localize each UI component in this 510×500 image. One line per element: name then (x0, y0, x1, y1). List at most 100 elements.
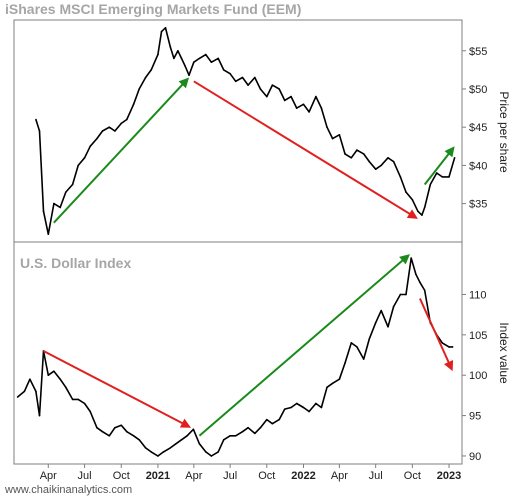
data-point (344, 153, 346, 155)
eem-arrows (53, 77, 455, 224)
x-tick-label: Oct (258, 470, 275, 482)
x-tick-label: 2022 (291, 470, 315, 482)
data-point (399, 176, 402, 178)
data-point (399, 293, 402, 296)
data-point (283, 99, 286, 102)
data-point (266, 95, 268, 98)
data-point (180, 57, 183, 60)
data-point (89, 145, 91, 148)
data-point (188, 74, 190, 77)
data-point (421, 214, 423, 216)
data-point (47, 233, 50, 235)
data-point (441, 342, 444, 344)
trend-arrow-shaft (193, 80, 412, 216)
data-point (441, 176, 444, 178)
dollar-ylabel: Index value (497, 322, 510, 384)
y-tick-label: $55 (469, 46, 487, 58)
data-point (350, 156, 353, 159)
data-point (83, 156, 86, 159)
data-point (132, 434, 135, 437)
eem-series (35, 26, 456, 235)
data-point (331, 382, 334, 385)
data-point (315, 402, 317, 405)
data-point (164, 27, 167, 29)
data-point (295, 107, 298, 109)
data-point (451, 346, 454, 348)
data-point (35, 390, 37, 393)
x-tick-label: Oct (113, 470, 130, 482)
data-point (16, 396, 19, 398)
data-point (290, 95, 292, 98)
dollar-arrows (43, 254, 454, 437)
data-point (101, 430, 104, 433)
data-point (415, 273, 417, 276)
data-point (144, 447, 147, 449)
data-point (410, 257, 412, 259)
data-point (177, 49, 179, 52)
data-point (192, 428, 195, 431)
data-point (271, 422, 274, 425)
x-tick-label: Apr (40, 470, 57, 482)
eem-ylabel: Price per share (497, 91, 510, 173)
trend-arrow-shaft (53, 82, 185, 224)
eem-title: iShares MSCI Emerging Markets Fund (EEM) (5, 1, 301, 17)
data-point (350, 342, 353, 344)
data-point (356, 149, 358, 151)
eem-y-axis: $35 $40 $45 $50 $55 (462, 46, 487, 211)
data-point (204, 451, 207, 453)
data-point (77, 164, 79, 167)
data-point (217, 451, 219, 453)
data-point (38, 414, 41, 417)
data-point (362, 153, 365, 155)
data-point (186, 434, 188, 437)
data-point (374, 321, 377, 324)
data-point (320, 107, 323, 109)
data-point (423, 206, 426, 209)
dollar-panel: U.S. Dollar Index 90 95 100 105 110 Index va… (13, 241, 510, 482)
data-point (35, 118, 37, 121)
data-point (308, 111, 310, 113)
source-footer: www.chaikinanalytics.com (5, 484, 133, 496)
y-tick-label: 95 (469, 411, 481, 423)
data-point (29, 378, 31, 381)
data-point (108, 434, 111, 437)
data-point (173, 57, 175, 60)
data-point (150, 451, 152, 453)
data-point (101, 130, 104, 132)
data-point (222, 439, 225, 441)
data-point (344, 362, 346, 364)
data-point (157, 53, 159, 56)
data-point (419, 281, 421, 284)
x-tick-label: Jul (78, 470, 92, 482)
data-point (295, 402, 298, 405)
data-point (126, 430, 128, 433)
trend-arrowhead (406, 209, 418, 219)
dollar-y-axis: 90 95 100 105 110 (462, 289, 487, 463)
y-tick-label: 110 (469, 289, 487, 301)
data-point (326, 126, 328, 128)
data-point (120, 424, 123, 427)
trend-arrow-shaft (198, 258, 405, 437)
data-point (108, 126, 111, 128)
data-point (198, 57, 201, 60)
data-point (138, 88, 141, 90)
data-point (217, 57, 219, 60)
series-line (17, 257, 453, 457)
data-point (222, 69, 225, 71)
data-point (169, 46, 172, 48)
data-point (411, 198, 414, 201)
data-point (368, 160, 371, 163)
data-point (47, 374, 50, 377)
data-point (302, 406, 305, 409)
data-point (89, 410, 91, 413)
y-tick-label: 105 (469, 330, 487, 342)
dollar-plot-frame (13, 241, 463, 465)
data-point (362, 358, 365, 360)
data-point (180, 439, 183, 441)
data-point (308, 410, 310, 413)
data-point (42, 210, 45, 213)
data-point (326, 386, 328, 389)
data-point (254, 432, 256, 435)
eem-panel: iShares MSCI Emerging Markets Fund (EEM)… (5, 1, 510, 243)
